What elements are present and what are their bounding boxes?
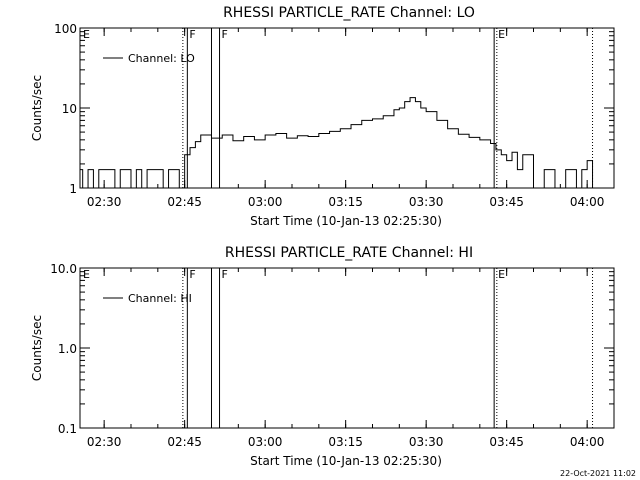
y-tick-label: 0.1 bbox=[58, 422, 77, 436]
event-label: E bbox=[498, 268, 505, 281]
y-tick-label: 1 bbox=[69, 182, 77, 196]
x-tick-label: 03:00 bbox=[248, 195, 283, 209]
x-tick-label: 02:30 bbox=[87, 195, 122, 209]
panel-hi: RHESSI PARTICLE_RATE Channel: HI 02:30 02… bbox=[30, 245, 615, 468]
x-tick-label: 03:45 bbox=[489, 195, 524, 209]
event-label: F bbox=[222, 28, 228, 41]
x-tick-label: 03:30 bbox=[409, 435, 444, 449]
panel-lo: RHESSI PARTICLE_RATE Channel: LO 02:30 02… bbox=[30, 5, 615, 228]
chart-title: RHESSI PARTICLE_RATE Channel: HI bbox=[225, 245, 473, 261]
y-tick-label: 10.0 bbox=[50, 262, 77, 276]
legend-label: Channel: LO bbox=[128, 52, 195, 65]
event-label: E bbox=[498, 28, 505, 41]
x-tick-label: 03:15 bbox=[328, 435, 363, 449]
y-tick-label: 100 bbox=[54, 22, 77, 36]
x-tick-label: 02:45 bbox=[167, 195, 202, 209]
x-tick-label: 04:00 bbox=[570, 435, 605, 449]
marker-group bbox=[182, 268, 594, 428]
event-label: F bbox=[189, 28, 195, 41]
x-tick-label: 03:45 bbox=[489, 435, 524, 449]
x-tick-label: 02:30 bbox=[87, 435, 122, 449]
event-label: F bbox=[222, 268, 228, 281]
x-tick-label: 03:15 bbox=[328, 195, 363, 209]
x-tick-label: 03:30 bbox=[409, 195, 444, 209]
y-tick-label: 10 bbox=[62, 102, 77, 116]
x-tick-label: 02:45 bbox=[167, 435, 202, 449]
y-axis-label: Counts/sec bbox=[30, 75, 44, 141]
series-line-channel-lo bbox=[80, 97, 594, 189]
y-tick-label: 1.0 bbox=[58, 342, 77, 356]
event-label: F bbox=[189, 268, 195, 281]
x-axis-label: Start Time (10-Jan-13 02:25:30) bbox=[250, 214, 442, 228]
marker-group bbox=[182, 28, 594, 188]
x-tick-label: 03:00 bbox=[248, 435, 283, 449]
event-label: E bbox=[83, 28, 90, 41]
event-label: E bbox=[83, 268, 90, 281]
legend-label: Channel: HI bbox=[128, 292, 192, 305]
x-axis-label: Start Time (10-Jan-13 02:25:30) bbox=[250, 454, 442, 468]
chart-title: RHESSI PARTICLE_RATE Channel: LO bbox=[223, 5, 475, 21]
x-tick-label: 04:00 bbox=[570, 195, 605, 209]
y-axis-label: Counts/sec bbox=[30, 315, 44, 381]
timestamp: 22-Oct-2021 11:02 bbox=[560, 469, 636, 478]
tick-group: 02:30 02:45 03:00 03:15 03:30 03:45 04:00 0.1 1.… bbox=[50, 262, 615, 449]
tick-group: 02:30 02:45 03:00 03:15 03:30 03:45 04:00 1 10 10… bbox=[54, 22, 615, 209]
series-group bbox=[80, 97, 594, 189]
